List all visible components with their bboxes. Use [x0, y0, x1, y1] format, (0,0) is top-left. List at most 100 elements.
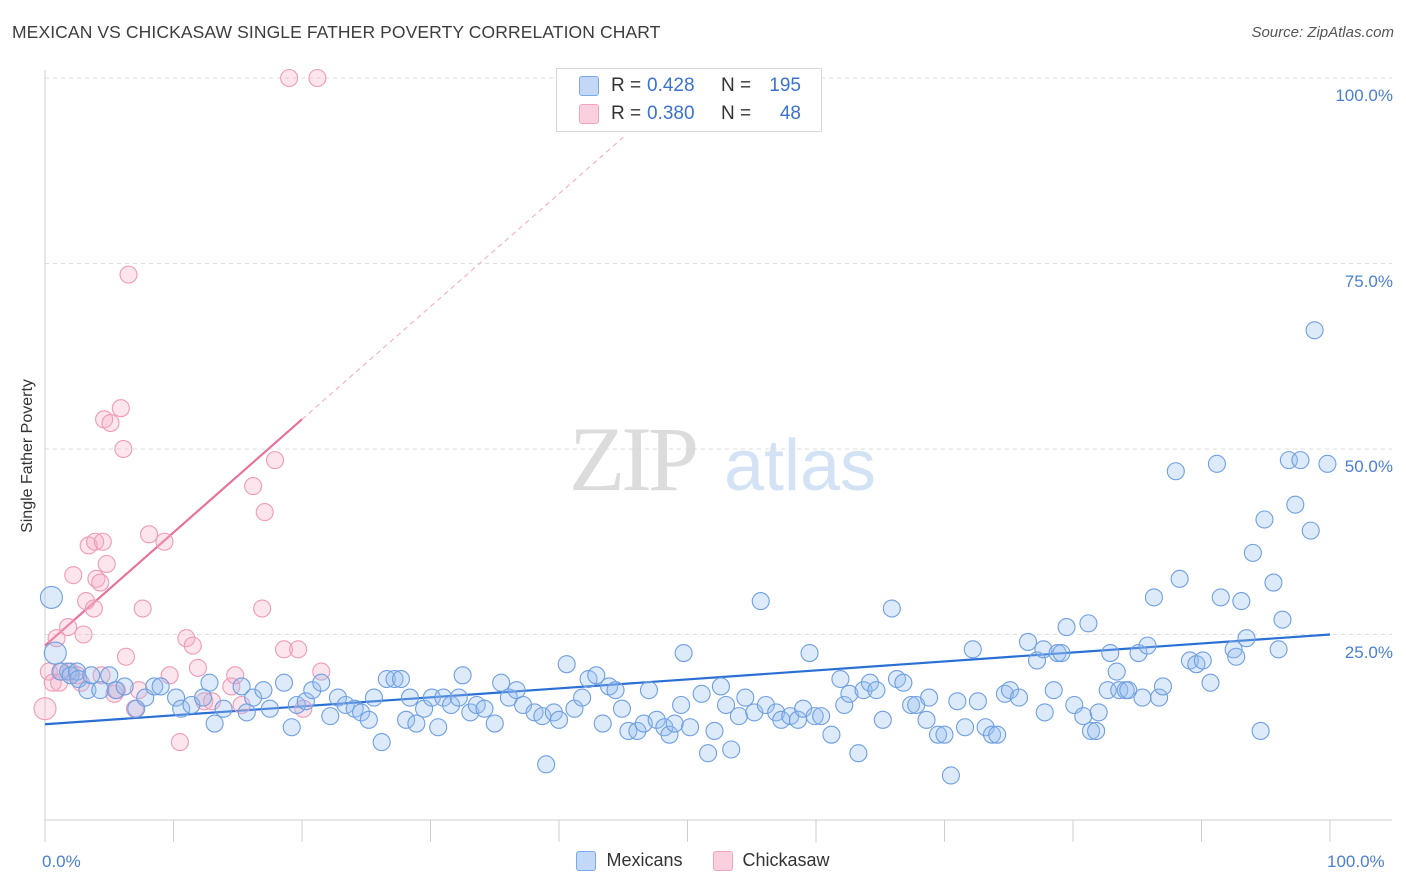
- point-mexicans: [867, 681, 886, 700]
- point-mexicans: [549, 710, 569, 729]
- point-mexicans: [254, 681, 273, 700]
- point-mexicans: [1166, 462, 1185, 481]
- point-chickasaw: [84, 599, 103, 618]
- point-mexicans: [988, 725, 1007, 744]
- point-chickasaw: [86, 532, 105, 551]
- point-mexicans: [364, 688, 384, 707]
- point-mexicans: [312, 673, 331, 692]
- point-mexicans: [854, 681, 873, 700]
- point-mexicans: [573, 688, 592, 707]
- point-mexicans: [434, 688, 453, 707]
- point-mexicans: [831, 669, 850, 689]
- chart-source: Source: ZipAtlas.com: [1251, 24, 1394, 41]
- point-chickasaw: [93, 532, 112, 551]
- point-mexicans: [200, 673, 219, 692]
- point-chickasaw: [280, 68, 299, 88]
- point-mexicans: [963, 640, 982, 659]
- point-mexicans: [1089, 703, 1108, 722]
- point-mexicans: [692, 684, 711, 703]
- point-mexicans: [805, 707, 824, 726]
- point-mexicans: [1034, 640, 1053, 659]
- point-chickasaw: [188, 658, 207, 677]
- point-mexicans: [639, 681, 659, 700]
- point-mexicans: [1255, 510, 1274, 529]
- point-chickasaw: [59, 618, 78, 637]
- point-mexicans: [1237, 629, 1256, 648]
- point-chickasaw: [74, 625, 93, 644]
- point-chickasaw: [133, 599, 152, 618]
- point-chickasaw: [177, 629, 196, 648]
- point-mexicans: [336, 695, 355, 715]
- point-chickasaw: [116, 647, 136, 666]
- point-mexicans: [822, 725, 841, 744]
- point-mexicans: [665, 714, 684, 733]
- point-mexicans: [1107, 662, 1126, 681]
- point-mexicans: [1211, 588, 1230, 607]
- point-mexicans: [751, 592, 770, 611]
- point-mexicans: [612, 699, 632, 718]
- legend-label-mexicans: Mexicans: [606, 850, 683, 870]
- point-chickasaw: [129, 681, 148, 700]
- legend-row-chickasaw: R = 0.380 N = 48: [579, 101, 801, 127]
- legend-item-chickasaw[interactable]: Chickasaw: [712, 850, 830, 871]
- point-mexicans: [1301, 521, 1320, 540]
- point-mexicans: [1101, 643, 1120, 663]
- legend-n-value-chickasaw: 48: [779, 103, 801, 124]
- point-mexicans: [882, 599, 901, 618]
- point-mexicans: [1305, 321, 1324, 340]
- point-mexicans: [593, 714, 612, 733]
- legend-swatch-mexicans: [576, 850, 597, 871]
- point-mexicans: [1269, 640, 1288, 659]
- point-mexicans: [1087, 721, 1106, 741]
- point-chickasaw: [97, 554, 116, 574]
- legend-item-mexicans[interactable]: Mexicans: [576, 850, 683, 871]
- point-mexicans: [672, 695, 691, 715]
- series-legend: Mexicans Chickasaw: [0, 850, 1406, 871]
- point-mexicans: [681, 718, 700, 737]
- point-mexicans: [352, 703, 371, 722]
- legend-n-label: N =: [721, 103, 752, 124]
- point-mexicans: [606, 681, 625, 700]
- point-mexicans: [1193, 651, 1212, 670]
- point-chickasaw: [77, 592, 96, 611]
- point-mexicans: [274, 673, 294, 692]
- point-mexicans: [296, 692, 315, 711]
- point-mexicans: [321, 707, 340, 726]
- point-mexicans: [397, 710, 416, 729]
- point-mexicans: [461, 703, 480, 722]
- point-mexicans: [894, 673, 913, 692]
- legend-swatch-chickasaw: [579, 104, 599, 124]
- point-mexicans: [1048, 643, 1067, 663]
- point-chickasaw: [101, 413, 120, 433]
- point-mexicans: [1227, 647, 1246, 666]
- point-mexicans: [1207, 454, 1226, 473]
- point-mexicans: [172, 699, 191, 718]
- point-mexicans: [1318, 454, 1337, 473]
- point-mexicans: [756, 695, 775, 715]
- point-mexicans: [1201, 673, 1220, 692]
- watermark: ZIP atlas: [569, 408, 876, 510]
- point-mexicans: [1057, 618, 1076, 637]
- legend-r-label: R =: [611, 103, 642, 124]
- point-chickasaw: [289, 640, 308, 659]
- point-mexicans: [840, 684, 859, 703]
- gridlines: [45, 77, 1392, 635]
- point-mexicans: [429, 718, 448, 737]
- stats-legend: R = 0.428 N = 195 R = 0.380 N = 48: [556, 68, 822, 132]
- point-mexicans: [849, 744, 868, 763]
- point-mexicans: [674, 643, 693, 663]
- point-mexicans: [1018, 632, 1038, 651]
- point-mexicans: [935, 725, 954, 744]
- point-chickasaw: [64, 566, 83, 585]
- point-mexicans: [492, 673, 511, 692]
- point-mexicans: [1291, 451, 1310, 470]
- legend-row-mexicans: R = 0.428 N = 195: [579, 73, 801, 99]
- point-mexicans: [475, 699, 494, 718]
- point-mexicans: [1153, 677, 1172, 696]
- point-chickasaw: [222, 677, 241, 696]
- point-mexicans: [812, 707, 831, 726]
- point-mexicans: [1273, 610, 1292, 629]
- point-mexicans: [1251, 721, 1270, 741]
- point-mexicans: [660, 725, 679, 744]
